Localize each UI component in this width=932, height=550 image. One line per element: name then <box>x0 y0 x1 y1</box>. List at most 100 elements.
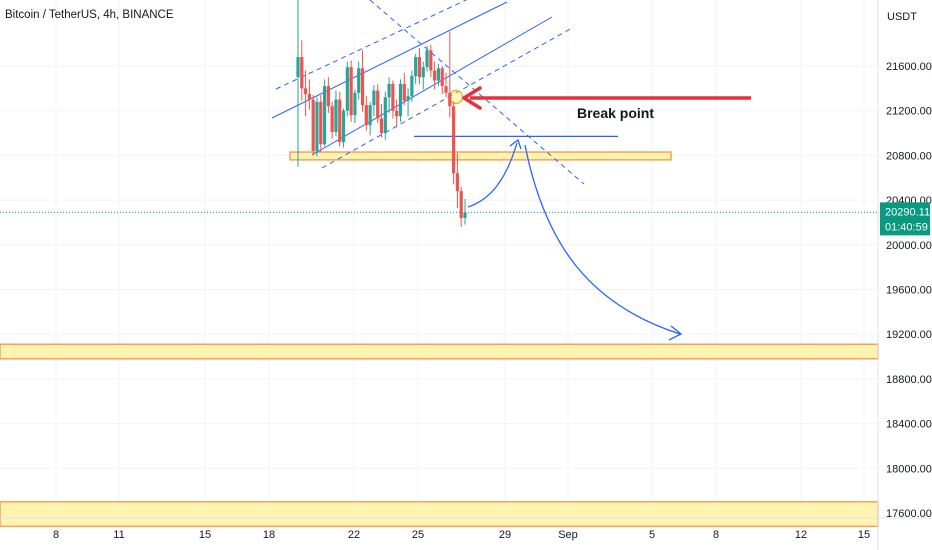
candle[interactable] <box>452 101 456 185</box>
candle[interactable] <box>455 153 460 208</box>
candle[interactable] <box>360 50 365 112</box>
candle[interactable] <box>296 0 300 167</box>
candle-body <box>368 105 372 126</box>
candle-body <box>433 70 437 81</box>
candle[interactable] <box>376 83 380 123</box>
candle-body <box>334 99 338 132</box>
candle[interactable] <box>391 80 395 119</box>
grid <box>0 0 878 518</box>
candle-body <box>364 105 368 126</box>
price-tick-label: 18800.00 <box>886 374 932 386</box>
last-price-tag-bg <box>880 202 930 236</box>
candle[interactable] <box>303 70 308 117</box>
channel-dashed-lower[interactable] <box>321 27 573 169</box>
price-tick-label: 21600.00 <box>886 61 932 73</box>
candle-body <box>406 96 410 101</box>
candle-body <box>300 57 304 89</box>
candle[interactable] <box>330 101 334 139</box>
candle[interactable] <box>372 84 376 117</box>
candle[interactable] <box>379 103 384 138</box>
candle-body <box>353 92 357 116</box>
candle[interactable] <box>368 101 372 136</box>
drawing-tools[interactable] <box>0 0 878 213</box>
price-tick-label: 20000.00 <box>886 240 932 252</box>
candle[interactable] <box>463 198 467 225</box>
candle-body <box>436 68 441 81</box>
candle[interactable] <box>326 77 330 113</box>
candle[interactable] <box>387 77 391 113</box>
candle-body <box>459 191 463 218</box>
candle[interactable] <box>322 79 327 147</box>
channel-dashed-upper[interactable] <box>275 0 496 90</box>
candle[interactable] <box>338 91 342 147</box>
price-tick-label: 18000.00 <box>886 463 932 475</box>
candle[interactable] <box>417 48 422 84</box>
candle-body <box>349 67 353 116</box>
candle-body <box>455 173 460 192</box>
forecast-arrow-up[interactable] <box>467 142 518 208</box>
price-tick-label: 19600.00 <box>886 285 932 297</box>
time-tick-label: 5 <box>649 529 655 541</box>
diagonal-dashed-line[interactable] <box>369 0 585 185</box>
support-zone[interactable] <box>0 343 879 360</box>
candle[interactable] <box>349 60 353 122</box>
candle[interactable] <box>429 44 433 78</box>
candle[interactable] <box>448 31 452 118</box>
last-price-value: 20290.11 <box>885 206 930 218</box>
price-tick-label: 17600.00 <box>886 508 932 520</box>
candle-body <box>311 99 315 151</box>
candle[interactable] <box>357 61 361 100</box>
break-point-marker[interactable] <box>448 89 464 105</box>
red-arrowhead <box>462 86 482 110</box>
candle[interactable] <box>421 61 425 90</box>
candle[interactable] <box>459 186 463 227</box>
time-tick-label: 22 <box>348 529 360 541</box>
forecast-arrow-down[interactable] <box>524 144 681 335</box>
candle-body <box>319 101 323 145</box>
currency-label: USDT <box>887 11 917 23</box>
candle[interactable] <box>410 70 414 102</box>
candle[interactable] <box>406 88 410 117</box>
candle[interactable] <box>398 79 403 122</box>
time-tick-label: 15 <box>199 529 211 541</box>
time-tick-label: 25 <box>412 529 424 541</box>
countdown-timer: 01:40:59 <box>885 221 928 233</box>
support-zone[interactable] <box>0 501 879 528</box>
candle[interactable] <box>353 89 357 123</box>
last-price-tag[interactable]: 20290.11 01:40:59 <box>880 202 930 236</box>
price-tick-label: 19200.00 <box>886 329 932 341</box>
time-tick-label: 8 <box>713 529 719 541</box>
candle[interactable] <box>436 63 441 87</box>
candle[interactable] <box>433 61 437 90</box>
candle[interactable] <box>440 66 444 94</box>
support-zones[interactable] <box>0 151 879 528</box>
candle[interactable] <box>341 108 346 148</box>
candle-body <box>345 67 349 111</box>
candle[interactable] <box>414 53 418 84</box>
time-tick-label: Sep <box>558 529 578 541</box>
candle[interactable] <box>315 97 319 157</box>
candle[interactable] <box>395 99 399 128</box>
candle[interactable] <box>345 61 349 117</box>
support-zone[interactable] <box>289 151 672 161</box>
candle[interactable] <box>444 72 448 98</box>
candlesticks[interactable] <box>296 0 467 227</box>
candle[interactable] <box>319 95 323 153</box>
candle[interactable] <box>383 91 387 140</box>
candle-body <box>429 50 433 71</box>
candle-body <box>383 97 387 134</box>
candle[interactable] <box>425 45 429 72</box>
channel-upper-line[interactable] <box>271 1 508 119</box>
candle-body <box>417 57 422 78</box>
candle[interactable] <box>300 40 304 101</box>
forecast-arrows[interactable]: Break point <box>462 86 751 341</box>
candle[interactable] <box>307 79 311 110</box>
candle-body <box>322 86 327 145</box>
candle[interactable] <box>311 95 315 156</box>
candle[interactable] <box>334 90 338 137</box>
channel-lower-line[interactable] <box>311 16 553 156</box>
candle[interactable] <box>402 72 406 106</box>
candle[interactable] <box>364 96 368 131</box>
